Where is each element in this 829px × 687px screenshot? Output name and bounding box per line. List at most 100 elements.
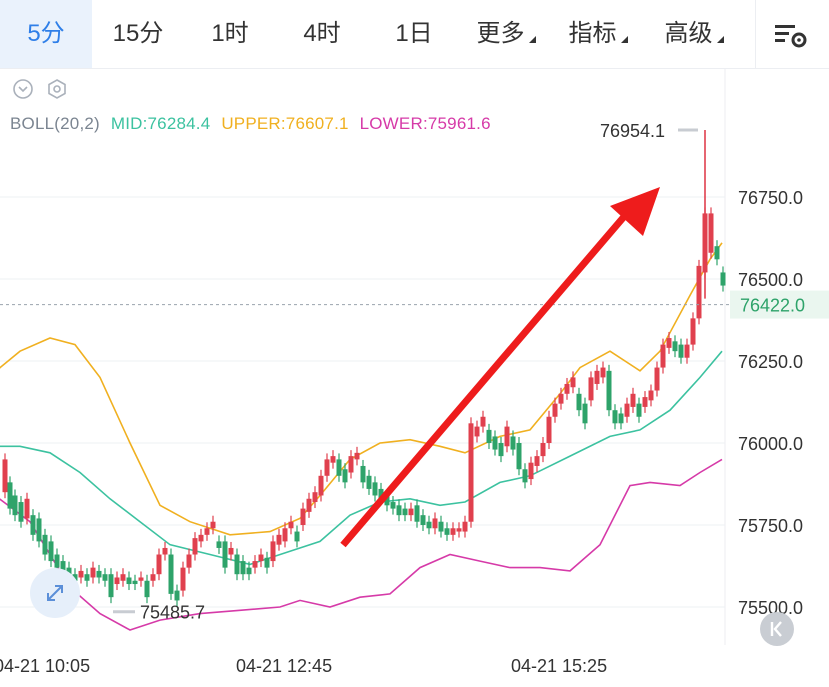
candle-body — [708, 213, 714, 253]
candle-body — [690, 318, 696, 345]
candle-body — [534, 456, 540, 466]
candle-body — [654, 367, 660, 391]
candle-body — [462, 521, 468, 532]
collapse-chevron-icon[interactable] — [12, 78, 34, 100]
expand-chart-button[interactable] — [30, 568, 80, 618]
candle-body — [24, 498, 30, 519]
candle-body — [570, 377, 576, 388]
candle-body — [642, 397, 648, 407]
candle-body — [552, 403, 558, 417]
chart-settings-button[interactable] — [755, 0, 826, 68]
tab-0[interactable]: 5分 — [0, 0, 92, 68]
tab-label: 15分 — [112, 20, 164, 47]
candle-body — [342, 469, 348, 483]
tab-3[interactable]: 4时 — [276, 0, 368, 68]
candle-body — [222, 541, 228, 568]
x-tick-label: 04-21 12:45 — [236, 656, 332, 676]
candle-body — [672, 341, 678, 352]
candle-body — [630, 393, 636, 407]
candle-body — [258, 554, 264, 562]
candle-body — [588, 377, 594, 401]
tab-7[interactable]: 高级 — [644, 0, 744, 68]
tab-4[interactable]: 1日 — [368, 0, 460, 68]
boll-legend: BOLL(20,2) MID:76284.4 UPPER:76607.1 LOW… — [10, 114, 497, 134]
candle-body — [348, 456, 354, 473]
candle-body — [2, 459, 8, 493]
candle-body — [132, 580, 138, 585]
candle-body — [684, 344, 690, 358]
candle-body — [444, 528, 450, 535]
dropdown-caret-icon — [620, 36, 628, 43]
candle-body — [666, 338, 672, 348]
candle-body — [480, 416, 486, 427]
tab-label: 指标 — [568, 20, 617, 47]
candle-body — [186, 554, 192, 568]
candle-body — [492, 436, 498, 450]
y-tick-label: 76000.0 — [738, 434, 803, 454]
tab-2[interactable]: 1时 — [184, 0, 276, 68]
y-tick-label: 75500.0 — [738, 598, 803, 618]
candle-body — [108, 574, 114, 598]
candle-body — [558, 393, 564, 404]
candle-body — [450, 528, 456, 535]
candle-body — [156, 554, 162, 575]
x-tick-label: 04-21 15:25 — [511, 656, 607, 676]
candle-body — [522, 469, 528, 483]
candle-body — [396, 505, 402, 516]
candle-body — [336, 459, 342, 476]
candle-body — [264, 557, 270, 568]
scroll-to-latest-button[interactable] — [760, 612, 794, 646]
candle-body — [318, 475, 324, 496]
boll-mid: MID:76284.4 — [110, 114, 211, 133]
candle-body — [606, 370, 612, 411]
candle-body — [330, 456, 336, 463]
candle-body — [312, 492, 318, 503]
candle-body — [174, 590, 180, 601]
tab-label: 1时 — [211, 20, 249, 47]
tab-6[interactable]: 指标 — [552, 0, 644, 68]
candle-body — [234, 554, 240, 575]
price-chart[interactable]: 75500.0 75750.0 76000.0 76250.0 76500.0 76750… — [0, 69, 829, 687]
candle-body — [30, 515, 36, 535]
candle-body — [276, 534, 282, 545]
candle-body — [594, 370, 600, 384]
trend-arrow-head — [610, 187, 660, 236]
candle-body — [528, 462, 534, 480]
candle-body — [600, 367, 606, 378]
candle-body — [144, 580, 150, 598]
candle-body — [408, 508, 414, 516]
candle-body — [426, 521, 432, 529]
settings-icon — [775, 25, 807, 48]
candle-body — [114, 577, 120, 585]
candle-body — [210, 521, 216, 529]
candle-body — [420, 515, 426, 525]
candle-body — [378, 488, 384, 499]
y-tick-label: 76250.0 — [738, 352, 803, 372]
tab-1[interactable]: 15分 — [92, 0, 184, 68]
indicator-settings-icon[interactable] — [46, 78, 68, 100]
candle-body — [102, 574, 108, 581]
candle-body — [648, 390, 654, 401]
expand-icon — [47, 585, 63, 601]
tab-label: 更多 — [476, 20, 525, 47]
candle-body — [372, 482, 378, 496]
boll-upper: UPPER:76607.1 — [221, 114, 349, 133]
tab-label: 高级 — [664, 20, 713, 47]
candle-body — [390, 502, 396, 509]
tab-5[interactable]: 更多 — [460, 0, 552, 68]
candle-body — [414, 505, 420, 522]
candle-body — [162, 547, 168, 555]
timeframe-tabs: 5分 15分 1时 4时 1日 更多 指标 高级 — [0, 0, 829, 69]
boll-name: BOLL(20,2) — [10, 114, 100, 133]
min-price-label: 75485.7 — [140, 603, 205, 623]
tab-label: 5分 — [27, 20, 65, 47]
current-price-label: 76422.0 — [740, 296, 805, 316]
candle-body — [456, 528, 462, 532]
y-tick-label: 76750.0 — [738, 188, 803, 208]
candle-body — [540, 443, 546, 457]
candle-body — [216, 541, 222, 548]
skip-back-icon — [770, 621, 782, 637]
candle-body — [36, 518, 42, 542]
candle-body — [438, 521, 444, 532]
candle-body — [120, 574, 126, 581]
